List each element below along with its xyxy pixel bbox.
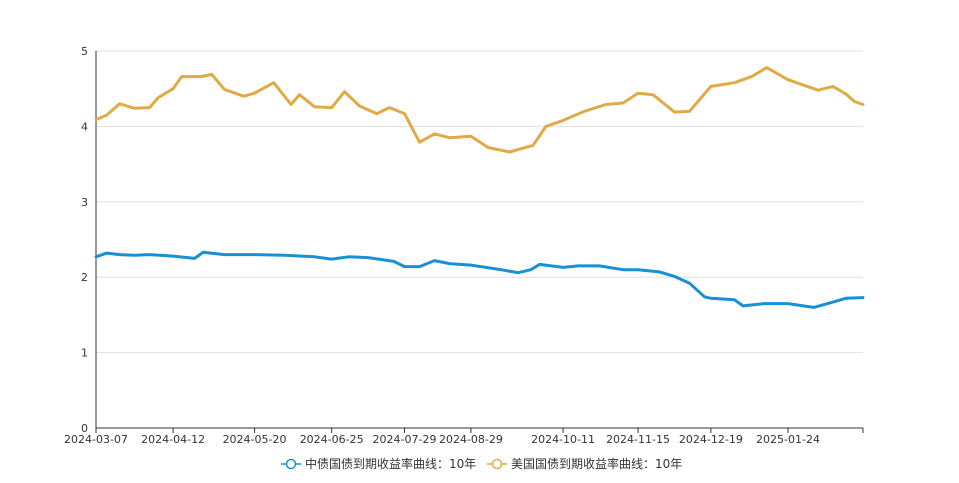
series-line-0[interactable] (94, 250, 865, 309)
y-tick-label: 1 (81, 347, 88, 360)
legend[interactable]: 中债国债到期收益率曲线：10年 美国国债到期收益率曲线：10年 (281, 456, 682, 471)
grid-layer (96, 50, 863, 354)
legend-marker-icon (491, 458, 503, 470)
x-tick-label: 2024-11-15 (606, 433, 670, 446)
axis-layer: 0 1 2 3 4 5 2024-03-07 2024-04-12 2024-05-20 2024… (64, 45, 864, 446)
series-layer (94, 66, 865, 309)
series-line-1[interactable] (94, 66, 865, 154)
legend-label: 中债国债到期收益率曲线：10年 (305, 456, 476, 471)
x-tick-label: 2024-07-29 (373, 433, 437, 446)
x-tick-label: 2024-05-20 (223, 433, 287, 446)
x-tick-label: 2024-03-07 (64, 433, 128, 446)
y-tick-label: 4 (81, 120, 88, 133)
x-tick-label: 2024-10-11 (531, 433, 595, 446)
legend-item-1[interactable]: 美国国债到期收益率曲线：10年 (487, 456, 682, 471)
legend-label: 美国国债到期收益率曲线：10年 (511, 456, 682, 471)
y-tick-label: 0 (81, 422, 88, 435)
y-tick-label: 5 (81, 45, 88, 58)
legend-marker-icon (285, 458, 297, 470)
x-tick-label: 2024-12-19 (679, 433, 743, 446)
x-tick-label: 2024-06-25 (300, 433, 364, 446)
y-tick-label: 3 (81, 196, 88, 209)
x-tick-label: 2024-08-29 (439, 433, 503, 446)
legend-item-0[interactable]: 中债国债到期收益率曲线：10年 (281, 456, 476, 471)
y-tick-label: 2 (81, 271, 88, 284)
x-tick-label: 2024-04-12 (141, 433, 205, 446)
x-tick-label: 2025-01-24 (756, 433, 820, 446)
